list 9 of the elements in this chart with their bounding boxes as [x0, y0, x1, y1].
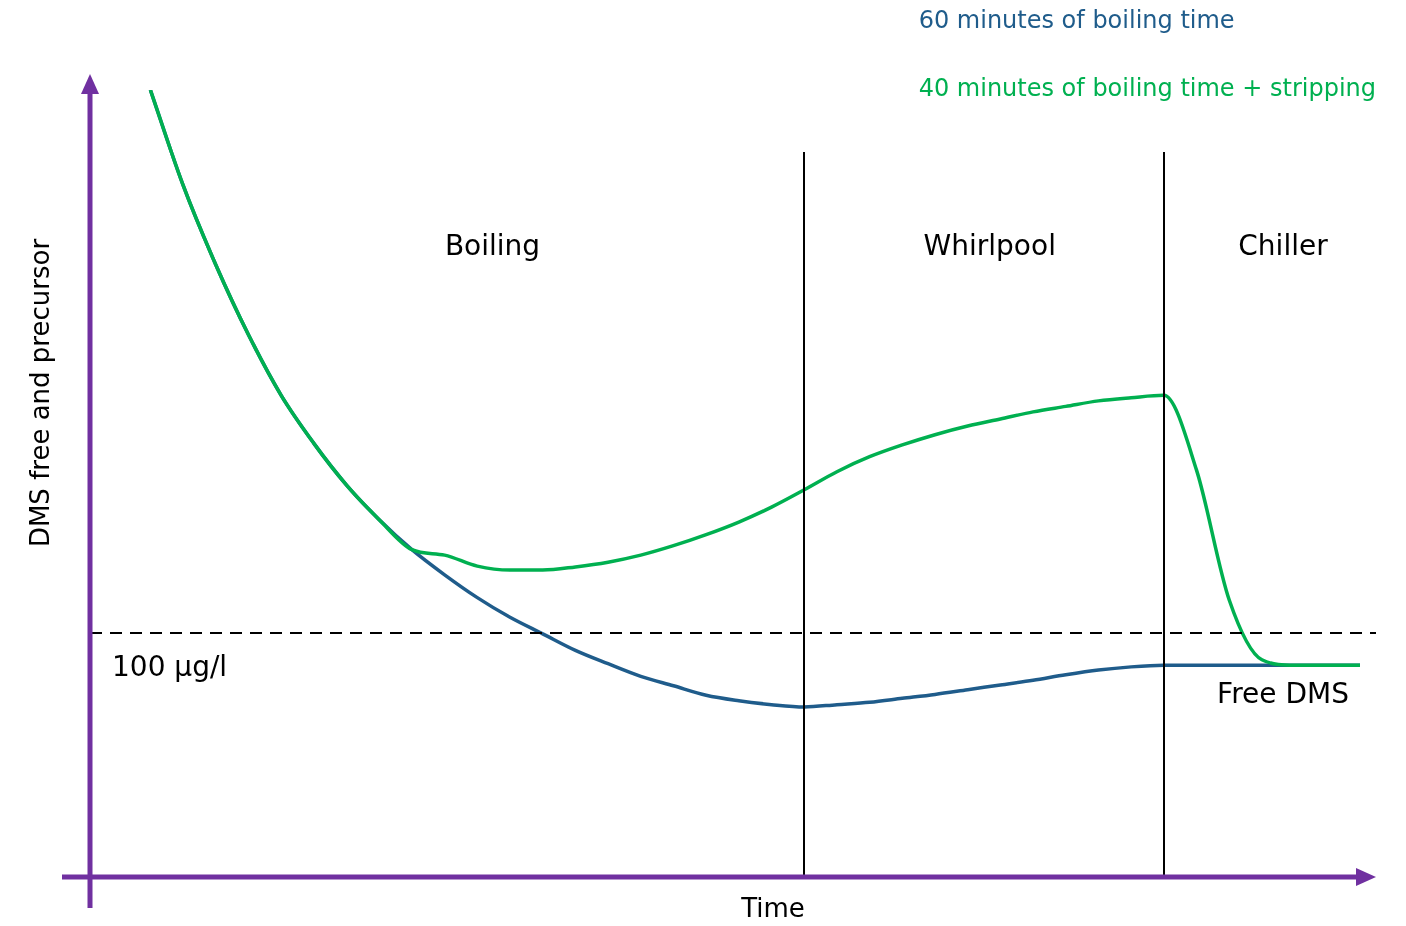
ref-line-label: 100 µg/l — [112, 650, 228, 684]
text: 60 minutes of boiling time — [918, 6, 1236, 34]
annotation: Whirlpool — [923, 228, 1056, 262]
annotation: Chiller — [1238, 228, 1329, 262]
annotation: Free DMS — [1217, 677, 1349, 711]
annotation: Boiling — [444, 228, 541, 262]
text: 40 minutes of boiling time + stripping — [918, 74, 1376, 102]
x-axis-title: Time — [740, 893, 806, 923]
y-axis-title: DMS free and precursor — [25, 238, 55, 548]
